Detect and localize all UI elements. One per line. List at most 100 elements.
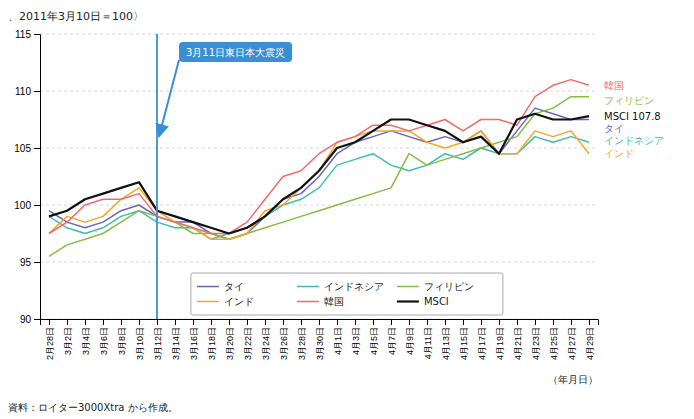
x-tick: 3月16日 xyxy=(189,319,199,360)
legend-swatch xyxy=(397,300,419,302)
x-tick: 3月24日 xyxy=(261,319,271,360)
x-tick-label: 4月25日 xyxy=(549,327,559,360)
x-tick: 4月25日 xyxy=(549,319,559,360)
title: 、2011年3月10日＝100〉 xyxy=(8,10,144,23)
x-tick-label: 3月16日 xyxy=(189,327,199,360)
x-tick-mark xyxy=(373,319,374,325)
x-tick: 3月20日 xyxy=(225,319,235,360)
legend-label: タイ xyxy=(224,281,244,292)
y-tick-mark xyxy=(34,262,40,263)
x-tick-mark xyxy=(481,319,482,325)
legend-swatch xyxy=(197,286,219,288)
x-tick: 4月23日 xyxy=(531,319,541,360)
x-tick-label: 3月14日 xyxy=(171,327,181,360)
legend-box xyxy=(191,273,503,315)
x-tick-mark xyxy=(283,319,284,325)
x-tick-mark xyxy=(337,319,338,325)
x-tick-mark xyxy=(409,319,410,325)
x-tick: 3月6日 xyxy=(99,319,109,355)
x-tick-mark xyxy=(193,319,194,325)
x-tick: 3月18日 xyxy=(207,319,217,360)
x-tick-label: 3月18日 xyxy=(207,327,217,360)
x-tick: 3月14日 xyxy=(171,319,181,360)
x-tick: 3月22日 xyxy=(243,319,253,360)
lines xyxy=(49,34,589,319)
x-tick-label: 3月10日 xyxy=(135,327,145,360)
legend-swatch xyxy=(297,286,319,288)
x-tick-label: 3月8日 xyxy=(117,327,127,355)
x-tick-mark xyxy=(445,319,446,325)
legend-swatch xyxy=(197,301,219,303)
x-tick-mark xyxy=(157,319,158,325)
x-tick-label: 3月12日 xyxy=(153,327,163,360)
y-tick-label: 95 xyxy=(20,257,32,268)
series-line xyxy=(49,114,589,234)
x-tick-mark xyxy=(85,319,86,325)
chart: 90951001051101152月28日3月2日3月4日3月6日3月8日3月1… xyxy=(0,0,694,419)
legend-swatch xyxy=(297,301,319,303)
y-tick-mark xyxy=(34,34,40,35)
series-line xyxy=(49,108,589,239)
x-tick: 4月27日 xyxy=(567,319,577,360)
legend-label: MSCI xyxy=(424,296,449,307)
x-tick: 4月21日 xyxy=(513,319,523,360)
y-tick-mark xyxy=(34,148,40,149)
x-tick-mark xyxy=(535,319,536,325)
x-tick-mark xyxy=(121,319,122,325)
x-tick: 4月3日 xyxy=(351,319,361,355)
x-tick-label: 4月1日 xyxy=(333,327,343,355)
grid xyxy=(40,34,598,319)
x-tick: 4月5日 xyxy=(369,319,379,355)
x-tick-label: 3月2日 xyxy=(63,327,73,355)
x-tick: 4月15日 xyxy=(459,319,469,360)
x-tick-label: 4月17日 xyxy=(477,327,487,360)
x-tick: 4月17日 xyxy=(477,319,487,360)
x-tick-mark xyxy=(247,319,248,325)
x-tick-label: 3月20日 xyxy=(225,327,235,360)
y-tick-label: 100 xyxy=(14,200,31,211)
x-axis-title: （年月日） xyxy=(548,374,598,385)
end-label: インド xyxy=(604,148,634,159)
x-tick-label: 3月4日 xyxy=(81,327,91,355)
x-tick-label: 3月6日 xyxy=(99,327,109,355)
y-axis: 9095100105110115 xyxy=(14,29,40,325)
y-axis-line xyxy=(34,35,41,320)
source: 資料：ロイター3000Xtra から作成。 xyxy=(8,402,178,413)
grid-line xyxy=(40,91,598,92)
y-tick: 95 xyxy=(20,257,40,268)
event-line xyxy=(156,34,158,319)
x-tick-label: 4月11日 xyxy=(423,327,433,359)
x-tick-label: 4月19日 xyxy=(495,327,505,360)
x-tick: 3月4日 xyxy=(81,319,91,355)
plot-area: 90951001051101152月28日3月2日3月4日3月6日3月8日3月1… xyxy=(14,29,664,360)
end-label: タイ xyxy=(604,123,624,134)
x-tick-mark xyxy=(139,319,140,325)
x-tick-label: 4月9日 xyxy=(405,327,415,355)
end-label: インドネシア xyxy=(604,135,664,146)
x-tick: 4月19日 xyxy=(495,319,505,360)
x-tick-mark xyxy=(175,319,176,325)
end-label: MSCI 107.8 xyxy=(604,111,661,122)
x-tick: 4月9日 xyxy=(405,319,415,355)
y-tick-label: 105 xyxy=(14,143,31,154)
y-tick: 110 xyxy=(15,86,40,97)
x-tick-label: 4月23日 xyxy=(531,327,541,360)
legend-label: フィリピン xyxy=(424,281,474,292)
x-tick-label: 3月30日 xyxy=(315,327,325,360)
x-tick-label: 4月3日 xyxy=(351,327,361,355)
y-tick: 105 xyxy=(14,143,40,154)
grid-line xyxy=(40,148,598,149)
y-tick-label: 110 xyxy=(15,86,31,97)
x-tick-mark xyxy=(553,319,554,325)
x-tick-mark xyxy=(49,319,50,325)
legend-label: インド xyxy=(224,296,254,307)
x-tick: 3月10日 xyxy=(135,319,145,360)
x-tick: 3月28日 xyxy=(297,319,307,360)
x-tick-mark xyxy=(229,319,230,325)
x-axis: 2月28日3月2日3月4日3月6日3月8日3月10日3月12日3月14日3月16… xyxy=(41,319,599,360)
x-tick-mark xyxy=(463,319,464,325)
x-tick: 3月26日 xyxy=(279,319,289,360)
x-tick-mark xyxy=(499,319,500,325)
end-label: 韓国 xyxy=(604,80,624,91)
x-tick-mark xyxy=(589,319,590,325)
